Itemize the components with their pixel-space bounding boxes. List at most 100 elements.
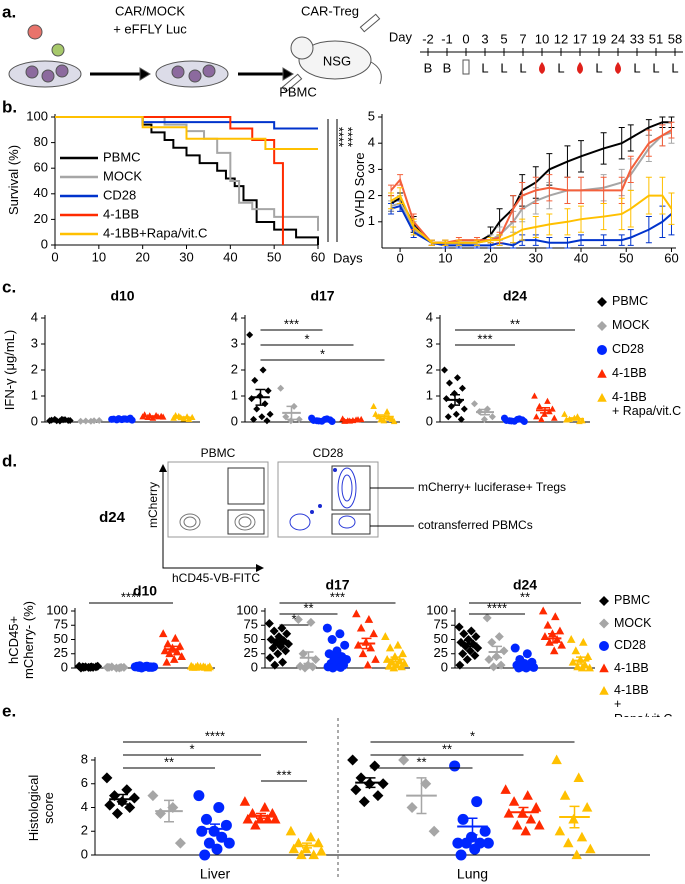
dot	[371, 654, 380, 663]
event-dot	[318, 504, 322, 508]
dot	[551, 612, 560, 621]
significance-label: *	[291, 611, 296, 626]
blood-drop	[577, 62, 583, 74]
dot	[385, 643, 395, 652]
legend-label: MOCK	[614, 616, 652, 630]
contour	[234, 513, 256, 531]
dot	[154, 807, 166, 819]
dot	[508, 796, 520, 806]
dot	[93, 661, 103, 671]
error-bar	[578, 176, 585, 204]
dot	[499, 646, 509, 656]
error-bar	[473, 239, 480, 246]
y-tick-label: 5	[368, 108, 375, 123]
dot	[163, 639, 173, 648]
y-axis-label: IFN-γ (μg/mL)	[3, 330, 17, 410]
timeline-event: L	[500, 60, 507, 75]
timeline-day: 19	[592, 31, 606, 46]
panel-label: e.	[2, 701, 16, 720]
dot	[328, 663, 338, 673]
timeline-day: 24	[611, 31, 625, 46]
significance-label: **	[416, 754, 426, 769]
sem-bar	[164, 799, 174, 823]
significance-label: ***	[284, 316, 299, 331]
timeline-day: 5	[500, 31, 507, 46]
dot	[364, 615, 374, 623]
dot	[77, 417, 85, 425]
dot	[471, 632, 481, 642]
dot	[447, 402, 455, 410]
y-tick-label: 100	[426, 602, 448, 617]
y-tick-label: 80	[34, 134, 48, 149]
sem-bar	[570, 417, 580, 421]
dot	[377, 416, 385, 423]
sem-bar	[548, 633, 558, 644]
dot	[452, 410, 460, 418]
dot	[452, 837, 464, 849]
y-tick-label: 4	[231, 309, 238, 324]
sem-bar	[540, 406, 550, 414]
dot	[159, 413, 167, 420]
dot	[393, 640, 403, 649]
dot	[293, 615, 303, 625]
dot	[282, 629, 292, 639]
dot	[277, 623, 287, 633]
timeline-day: 0	[462, 31, 469, 46]
legend-label: PBMC	[612, 294, 648, 308]
sem-bar	[480, 408, 490, 416]
dot	[545, 637, 554, 646]
dot	[510, 643, 520, 653]
cell-icon	[41, 69, 55, 83]
legend-marker	[597, 321, 607, 331]
dot	[579, 637, 588, 646]
error-bar	[627, 229, 634, 246]
dot	[160, 646, 170, 655]
dot	[428, 825, 440, 837]
y-axis-label: GVHD Score	[353, 152, 367, 228]
dot	[308, 849, 319, 860]
significance-label: ****	[487, 600, 507, 615]
error-bar	[578, 234, 585, 246]
error-bar	[510, 195, 517, 223]
error-bar	[668, 121, 675, 139]
legend-label: MOCK	[612, 318, 650, 332]
cell-icon	[188, 69, 202, 83]
y-tick-label: 0	[31, 413, 38, 428]
sem-bar	[148, 415, 159, 418]
dot	[487, 637, 497, 647]
dot	[377, 778, 389, 790]
dot	[541, 410, 548, 417]
dot	[390, 652, 400, 660]
cell-icon	[202, 64, 216, 78]
dot	[239, 796, 251, 806]
significance-label: ****	[341, 127, 356, 147]
dot	[265, 653, 275, 663]
dot	[397, 662, 406, 671]
dot	[390, 417, 398, 425]
dot	[372, 790, 384, 802]
dot	[353, 640, 363, 649]
y-tick-label: 0	[231, 413, 238, 428]
error-bar	[618, 197, 625, 231]
dot	[441, 366, 448, 374]
dot	[455, 849, 467, 861]
dot	[538, 415, 545, 423]
x-tick-label: 60	[664, 250, 678, 265]
event-dot	[310, 510, 314, 514]
dot	[288, 843, 300, 854]
contour	[289, 513, 311, 531]
legend-label: MOCK	[612, 318, 650, 332]
dot	[398, 754, 410, 766]
y-axis-label: hCD45+ mCherry- (%)	[7, 601, 36, 679]
y-tick-label: 3	[368, 161, 375, 176]
timeline-day: 58	[668, 31, 682, 46]
error-bar	[564, 237, 571, 249]
sem-bar	[365, 777, 376, 789]
syringe-icon	[359, 13, 381, 33]
dot	[525, 813, 537, 824]
dot	[473, 643, 483, 653]
y-tick-label: 0	[251, 659, 258, 674]
legend-label: CD28	[612, 342, 644, 356]
survival-line	[55, 116, 319, 245]
dot	[223, 837, 235, 849]
